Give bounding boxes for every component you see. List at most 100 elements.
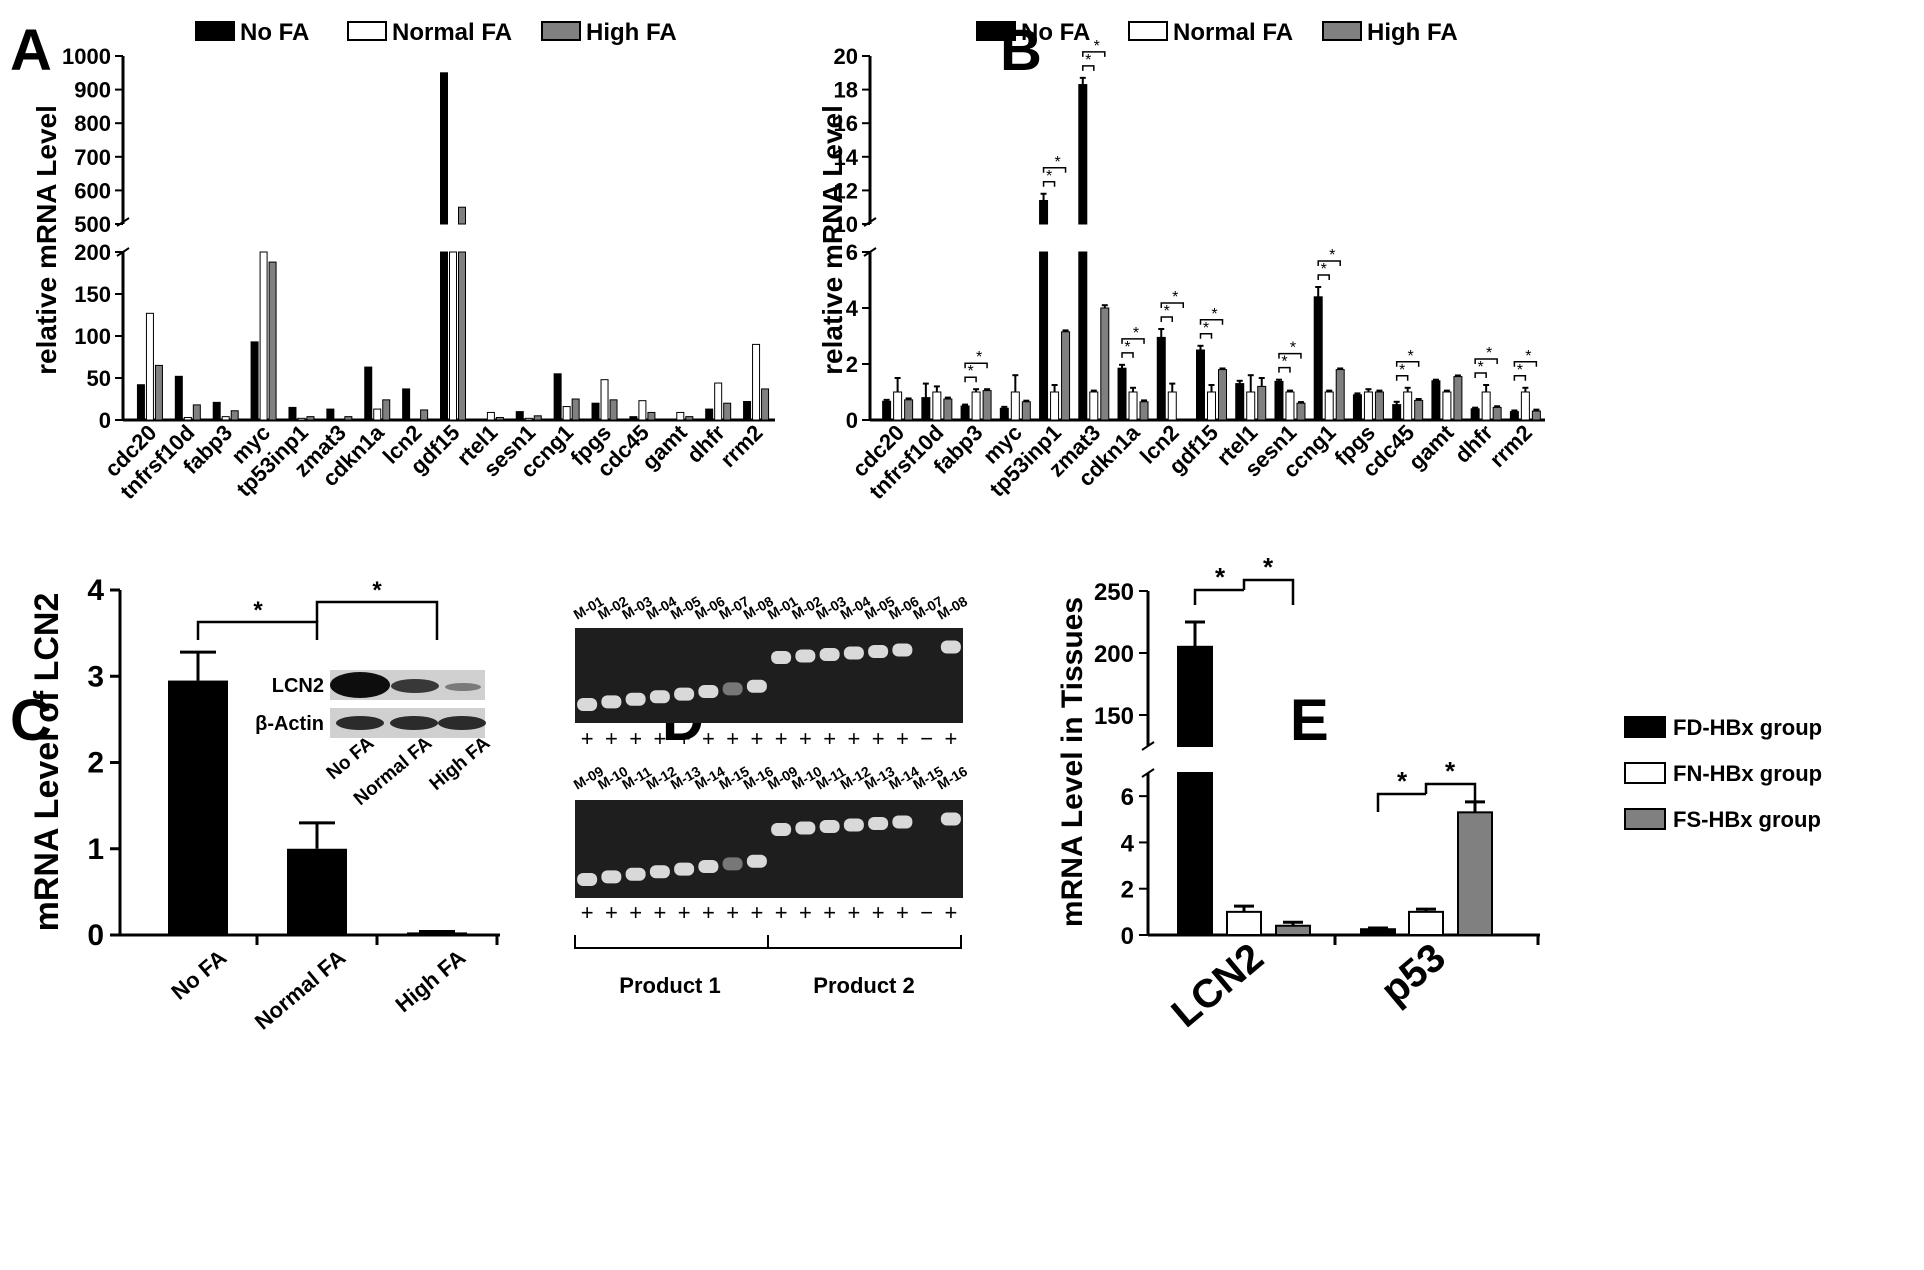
b-bar	[1324, 391, 1334, 421]
a-bar	[591, 402, 600, 421]
e-y-tick-label: 250	[1094, 579, 1134, 606]
c-y-axis-label: mRNA Level of LCN2	[28, 593, 66, 932]
b-y-tick-label: 4	[846, 296, 859, 321]
b-bar	[1492, 406, 1502, 421]
d-lane-sign: +	[702, 726, 715, 751]
d-gel-band	[649, 865, 670, 879]
c-blot-band	[336, 716, 384, 730]
a-bar	[609, 399, 618, 421]
b-x-tick-label: gamt	[1404, 419, 1459, 474]
a-bar	[306, 416, 315, 421]
b-y-tick-label: 0	[846, 408, 858, 433]
a-bar	[486, 411, 495, 421]
b-sig-bracket	[1160, 316, 1174, 322]
b-sig-bracket	[964, 376, 977, 383]
panel-e-chart: mRNA Level in Tissues 0 2 4 6 150 200 250 LCN2 p5…	[1056, 552, 1822, 1036]
d-lane-sign: +	[726, 726, 739, 751]
d-gel-band	[625, 692, 646, 706]
c-sig-bracket	[196, 620, 319, 640]
d-gel-band	[771, 823, 792, 836]
a-bar	[326, 408, 335, 421]
d-product-label: Product 1	[619, 973, 720, 998]
e-legend-swatch	[1624, 762, 1666, 784]
a-bar	[761, 388, 770, 421]
b-sig-bracket	[964, 362, 988, 369]
d-gel-image	[575, 628, 963, 723]
d-lane-sign: +	[750, 726, 763, 751]
e-legend-label: FS-HBx group	[1673, 807, 1821, 832]
a-bar	[145, 312, 154, 421]
b-sig-star: *	[1281, 354, 1287, 371]
b-sig-bracket	[1395, 361, 1420, 367]
b-sig-bracket	[1278, 352, 1302, 359]
b-legend-swatch	[1128, 21, 1168, 41]
b-sig-bracket	[1042, 167, 1067, 173]
c-x-tick-label: No FA	[166, 945, 231, 1005]
d-gel-band	[892, 815, 913, 829]
c-y-tick-label: 0	[87, 919, 104, 952]
d-gel-band	[722, 682, 743, 696]
e-sig-star: *	[1215, 562, 1226, 592]
a-bar	[449, 251, 457, 421]
c-sig-bracket	[315, 600, 439, 640]
c-bar	[168, 680, 228, 935]
a-bar	[495, 416, 504, 421]
e-y-tick-label: 2	[1121, 877, 1134, 904]
b-sig-bracket	[1513, 361, 1538, 367]
c-blot-band	[330, 672, 390, 698]
a-y-tick-label: 700	[74, 145, 111, 170]
a-bar	[373, 408, 382, 421]
b-bar	[1531, 410, 1541, 421]
a-legend-swatch	[541, 21, 581, 41]
d-gel-band	[868, 817, 889, 830]
a-bar	[335, 418, 344, 421]
d-lane-sign: +	[629, 726, 642, 751]
a-bar	[212, 401, 221, 421]
b-bar	[1100, 307, 1110, 421]
b-sig-star: *	[1399, 362, 1405, 379]
d-gel-band	[674, 862, 695, 876]
a-bar	[250, 341, 259, 421]
b-bar	[1470, 408, 1480, 421]
a-bar	[638, 400, 647, 421]
b-sig-star: *	[1172, 289, 1178, 306]
c-blot-band	[390, 716, 438, 730]
c-bar	[407, 932, 467, 935]
d-lane-sign: +	[872, 900, 885, 925]
d-product-bracket	[574, 935, 962, 949]
a-legend-label: No FA	[240, 19, 309, 46]
a-bar	[221, 416, 230, 421]
c-blot-row-label: β-Actin	[255, 713, 324, 735]
b-bar	[1207, 391, 1216, 421]
a-bar	[743, 401, 752, 421]
c-sig-star: *	[253, 597, 263, 624]
b-sig-bracket	[1317, 260, 1341, 266]
b-bar	[1403, 391, 1413, 421]
d-gel-band	[892, 643, 913, 657]
a-bar	[154, 364, 163, 421]
a-bar	[553, 373, 562, 421]
b-sig-star: *	[1486, 345, 1492, 362]
b-bar	[1296, 402, 1306, 421]
d-lane-sign: +	[872, 726, 885, 751]
b-bar	[882, 400, 892, 421]
b-y-axis-label: relative mRNA Level	[817, 105, 848, 375]
d-gel-band	[868, 645, 889, 658]
d-lane-sign: +	[944, 900, 957, 925]
a-y-tick-label: 500	[74, 212, 111, 237]
b-bar	[1520, 391, 1530, 421]
c-x-tick-label: Normal FA	[250, 945, 350, 1035]
d-gel-band	[819, 820, 840, 833]
b-sig-bracket	[1121, 352, 1134, 358]
b-sig-star: *	[1054, 154, 1060, 171]
a-y-tick-label: 800	[74, 111, 111, 136]
b-bar	[1089, 391, 1099, 421]
panel-b-chart: No FA Normal FA High FA relative mRNA Level…	[817, 19, 1545, 504]
b-bar	[1196, 349, 1205, 421]
b-sig-bracket	[1395, 375, 1409, 381]
e-y-tick-label: 150	[1094, 703, 1134, 730]
e-legend-swatch	[1624, 716, 1666, 738]
d-product-label: Product 2	[813, 973, 914, 998]
a-bar	[685, 416, 694, 421]
b-sig-star: *	[1164, 303, 1170, 320]
